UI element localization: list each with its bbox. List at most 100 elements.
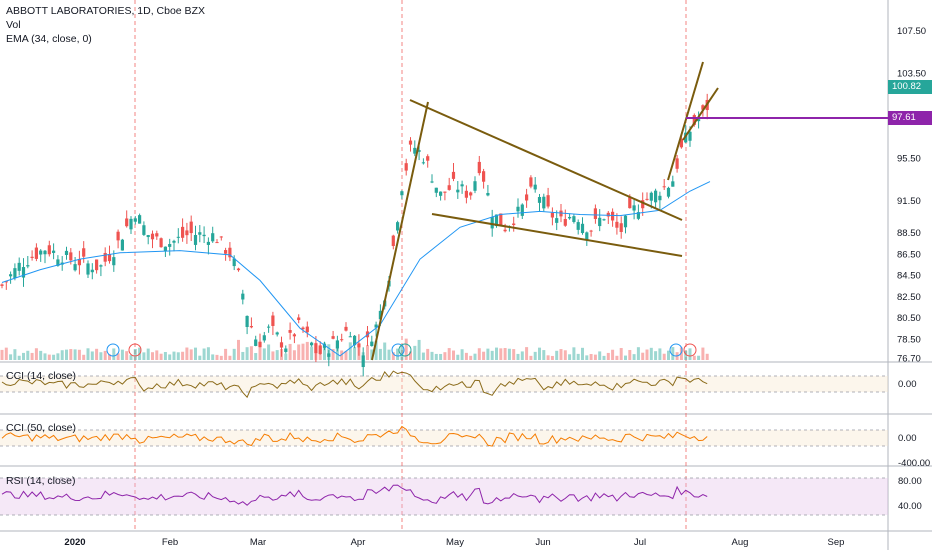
candle-body [473,181,477,191]
volume-bar [628,349,632,360]
rsi-pane-label[interactable]: RSI (14, close) [6,475,76,487]
candle-body [34,247,38,259]
candle-body [284,348,288,352]
volume-bar [679,347,683,360]
ema-legend[interactable]: EMA (34, close, 0) [6,33,92,45]
volume-bar [495,347,498,360]
candle-body [357,343,361,348]
candle-body [159,238,163,248]
last-price-tag: 100.82 [888,80,932,94]
volume-bar [417,339,421,360]
event-badge-icon[interactable] [683,343,697,357]
cci14-line[interactable] [1,370,708,399]
time-axis-label: 2020 [64,537,85,548]
candle-body [486,192,490,196]
trendline-drawing[interactable] [431,213,683,257]
volume-bar [224,348,228,360]
event-badge-icon[interactable] [669,343,683,357]
volume-bar [301,343,305,360]
candle-body [142,225,146,235]
volume-bar [512,349,516,360]
event-badge-icon[interactable] [106,343,120,357]
event-badge-icon[interactable] [128,343,142,357]
volume-bar [486,348,490,360]
trendline-drawing[interactable] [682,87,719,141]
candle-body [658,195,662,201]
candle-body [344,326,348,331]
cci50-pane-label[interactable]: CCI (50, close) [6,422,77,434]
volume-bar [159,353,163,360]
price-tick-label: 107.50 [897,26,926,37]
candle-body [576,222,580,230]
volume-bar [391,352,395,360]
candle-body [611,211,615,221]
volume-bar [619,348,623,360]
event-badge-icon[interactable] [391,343,405,357]
candle-body [155,233,159,237]
candle-body [525,194,529,201]
cci14-pane-label[interactable]: CCI (14, close) [6,370,77,382]
volume-bar [615,355,619,360]
trendline-drawing[interactable] [371,101,429,361]
symbol-title[interactable]: ABBOTT LABORATORIES, 1D, Cboe BZX [6,5,205,17]
candle-body [163,246,167,252]
candle-body [43,250,47,255]
candle-body [430,181,434,183]
candle-body [129,218,133,230]
candle-body [262,335,266,341]
vol-legend[interactable]: Vol [6,19,21,31]
candle-body [593,208,597,219]
candle-body [404,163,408,171]
candle-body [198,232,202,235]
volume-bar [43,353,47,360]
volume-bar [241,351,245,360]
candle-body [189,221,193,234]
volume-bar [602,355,606,360]
candle-body [116,231,120,241]
candle-body [297,317,301,321]
candle-body [447,185,451,190]
candle-body [103,252,107,262]
candle-body [654,190,658,203]
volume-bar [434,353,438,360]
candle-body [176,236,180,238]
trendline-drawing[interactable] [667,61,704,181]
volume-bar [430,351,434,360]
candle-body [107,254,112,262]
volume-bar [112,348,116,360]
trendline-drawing[interactable] [409,99,683,221]
volume-bar [624,355,627,360]
candle-body [421,162,425,164]
candle-body [249,326,253,328]
volume-bar [297,344,301,360]
candle-body [133,218,137,222]
volume-bar [335,346,339,360]
price-tick-label: 88.50 [897,228,921,239]
rsi-line[interactable] [1,484,708,506]
candle-body [314,343,318,354]
cci14-band [0,376,888,392]
cci50-line[interactable] [1,425,708,447]
time-axis-label: Jun [535,537,550,548]
ema-line[interactable] [1,181,711,357]
volume-bar [73,349,77,360]
price-tick-label: 86.50 [897,249,921,260]
time-axis-label: Jul [634,537,646,548]
candle-body [679,138,683,148]
volume-bar [95,348,99,360]
volume-bar [525,347,529,360]
candle-body [322,344,327,348]
volume-bar [387,349,391,360]
volume-bar [396,348,400,360]
volume-bar [701,347,705,360]
volume-bar [348,342,352,360]
candle-body [443,191,447,193]
candle-body [503,229,507,232]
volume-bar [103,350,107,360]
volume-bar [133,348,137,360]
candle-body [378,310,382,320]
event-badge-icon[interactable] [398,343,412,357]
volume-bar [413,345,417,360]
